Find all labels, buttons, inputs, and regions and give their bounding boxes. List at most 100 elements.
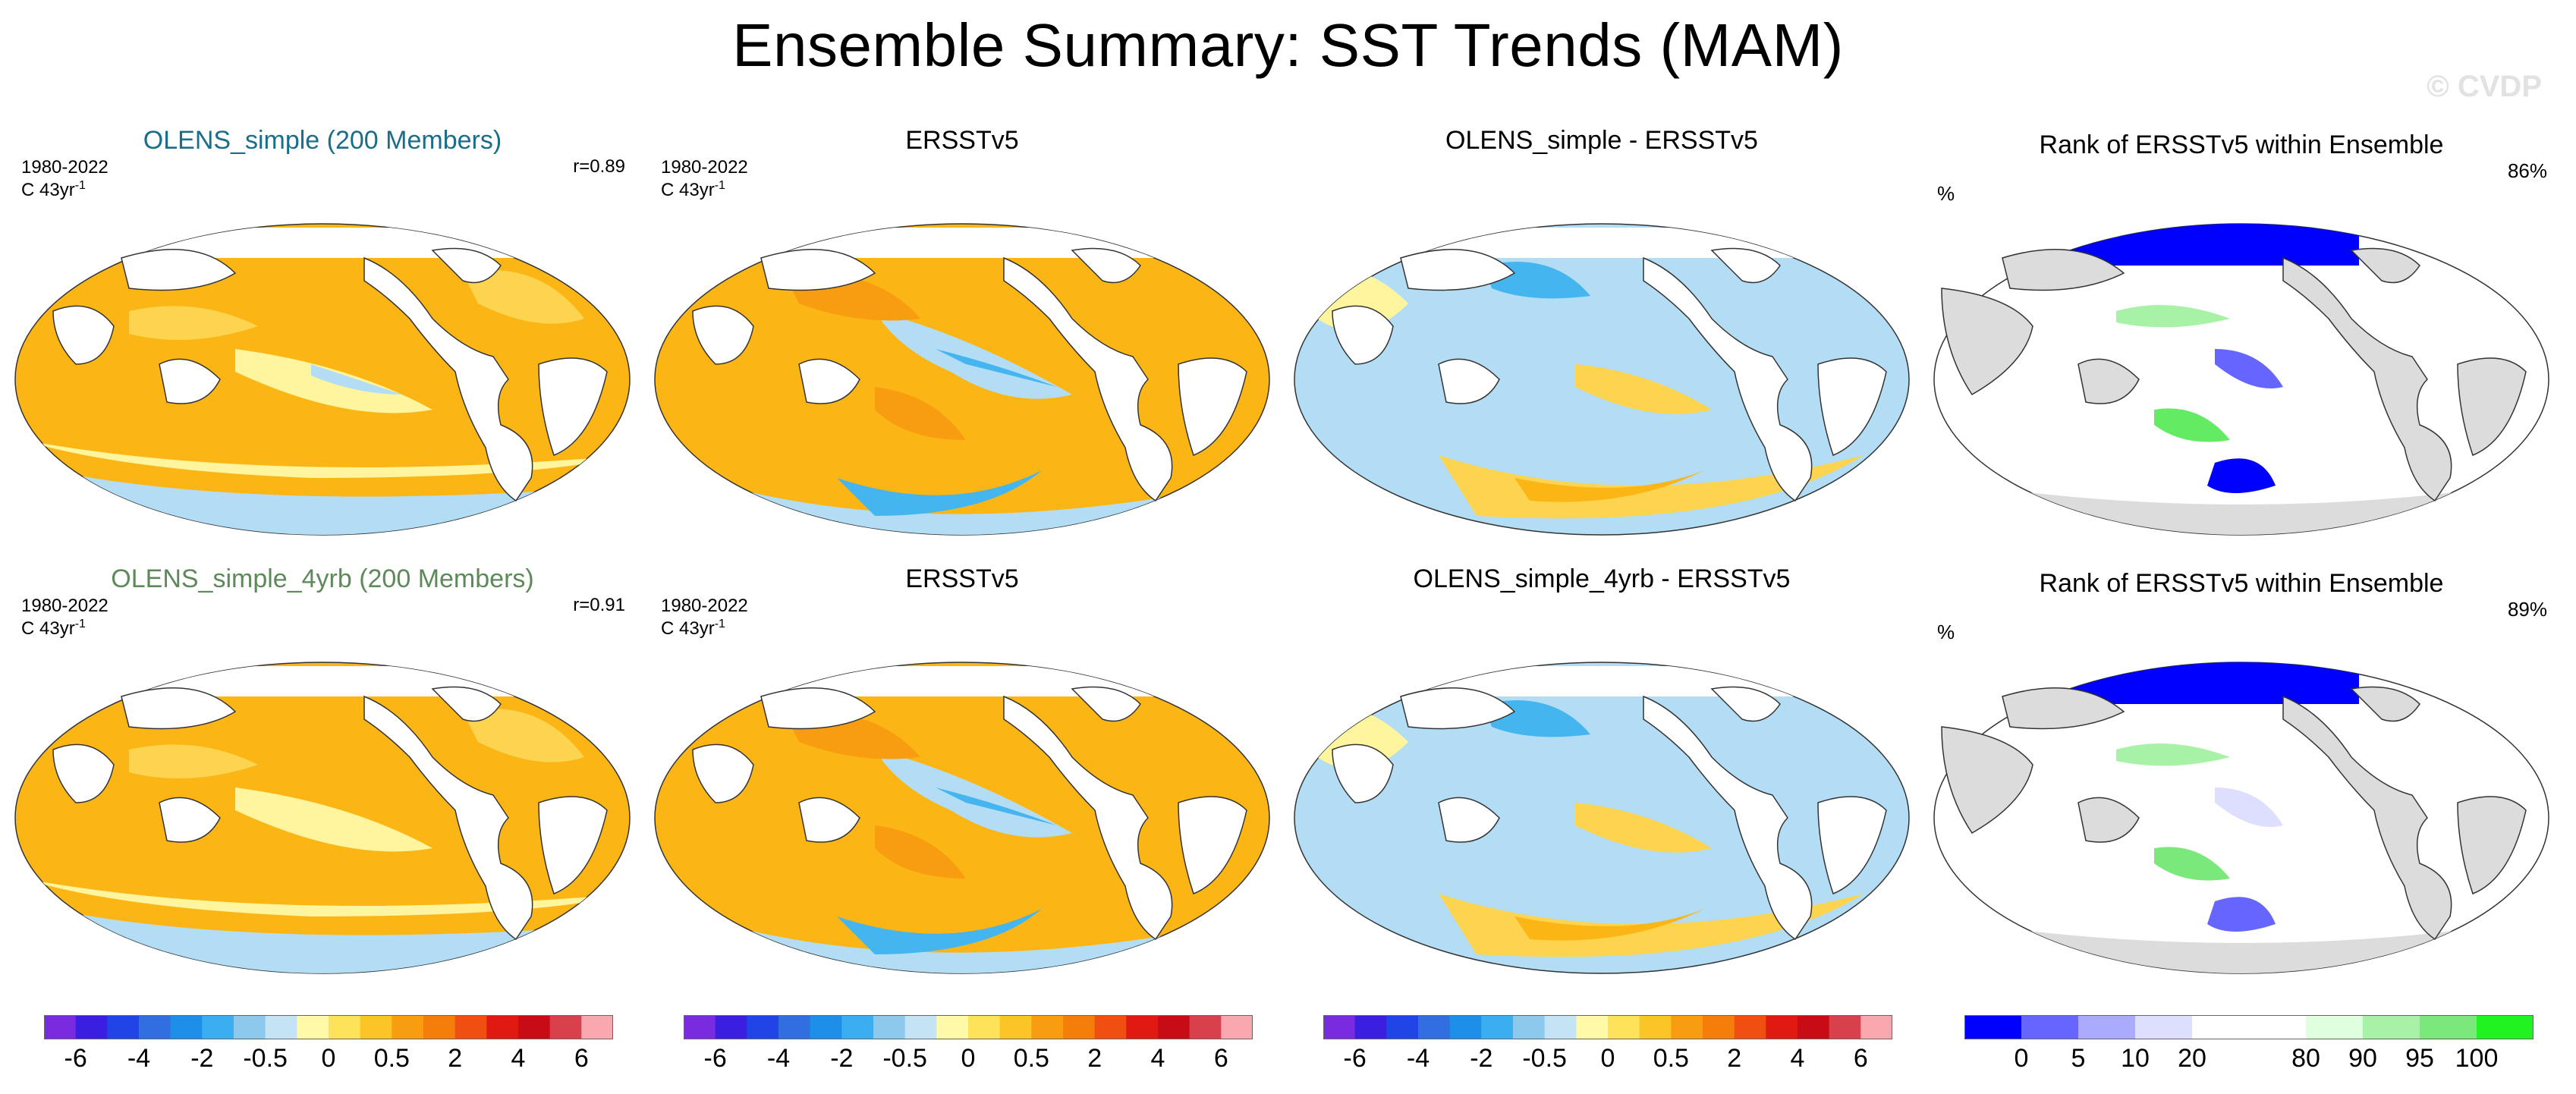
trend-colorbar-swatch — [999, 1015, 1032, 1039]
trend-colorbar-swatch — [1449, 1015, 1482, 1039]
trend-colorbar-swatch — [265, 1015, 297, 1039]
colorbar-trend-svg: -6 -4 -2 -0.5 0 0.5 2 4 6 — [684, 1015, 1253, 1073]
panel-title-obs-row1: ERSSTv5 — [905, 126, 1019, 155]
map-model-row2 — [14, 662, 631, 974]
rank-colorbar-swatch — [2477, 1015, 2534, 1039]
trend-colorbar-swatch — [1481, 1015, 1514, 1039]
period-label: 1980-2022 — [21, 157, 109, 178]
trend-colorbar-swatch — [1513, 1015, 1546, 1039]
trend-colorbar-tick-label: 0 — [322, 1044, 336, 1073]
figure-title: Ensemble Summary: SST Trends (MAM) — [732, 11, 1844, 79]
unit-label: C 43yr-1 — [661, 179, 725, 200]
trend-colorbar-swatch — [1354, 1015, 1387, 1039]
trend-colorbar-swatch — [904, 1015, 937, 1039]
trend-colorbar-swatch — [454, 1015, 487, 1039]
map-obs-row1 — [654, 223, 1270, 536]
trend-colorbar-swatch — [1798, 1015, 1830, 1039]
panel-rank-row2: Rank of ERSSTv5 within Ensemble % 89% — [1926, 560, 2556, 1015]
trend-colorbar-swatch — [1323, 1015, 1356, 1039]
trend-colorbar-swatch — [581, 1015, 613, 1039]
trend-colorbar-swatch — [1544, 1015, 1577, 1039]
trend-colorbar-swatch — [1734, 1015, 1766, 1039]
trend-colorbar-tick-label: -2 — [1470, 1044, 1492, 1073]
trend-colorbar-swatch — [778, 1015, 811, 1039]
trend-colorbar-tick-label: 6 — [1854, 1044, 1868, 1073]
trend-colorbar-swatch — [1639, 1015, 1672, 1039]
period-label: 1980-2022 — [21, 596, 109, 616]
trend-colorbar-swatch — [1221, 1015, 1253, 1039]
panel-title-model-row2: OLENS_simple_4yrb (200 Members) — [111, 564, 534, 593]
panel-diff-row1: OLENS_simple - ERSSTv5 — [1287, 121, 1917, 577]
trend-colorbar-tick-label: 0 — [1601, 1044, 1615, 1073]
panel-title-diff-row2: OLENS_simple_4yrb - ERSSTv5 — [1413, 564, 1791, 593]
rank-colorbar-swatch — [2306, 1015, 2364, 1039]
trend-colorbar-swatch — [423, 1015, 456, 1039]
trend-colorbar-swatch — [234, 1015, 266, 1039]
panel-obs-row1: ERSSTv5 1980-2022 C 43yr-1 — [647, 121, 1277, 577]
map-obs-row2 — [654, 662, 1270, 974]
panel-rank-row1: Rank of ERSSTv5 within Ensemble % 86% — [1926, 121, 2556, 577]
trend-colorbar-tick-label: -6 — [704, 1044, 727, 1073]
trend-colorbar-tick-label: 4 — [1791, 1044, 1805, 1073]
unit-label: C 43yr-1 — [661, 618, 725, 639]
trend-colorbar-tick-label: -0.5 — [1522, 1044, 1567, 1073]
trend-colorbar-tick-label: 0.5 — [374, 1044, 410, 1073]
trend-colorbar-swatch — [1703, 1015, 1735, 1039]
trend-colorbar-swatch — [1576, 1015, 1609, 1039]
panel-title-rank-row2: Rank of ERSSTv5 within Ensemble — [2039, 569, 2444, 598]
pattern-correlation: r=0.89 — [573, 156, 625, 177]
colorbar-rank: 0 5 10 20 80 90 95 100 — [1964, 1015, 2534, 1091]
rank-colorbar-swatch — [2192, 1015, 2250, 1039]
percent-unit-label: % — [1937, 621, 1955, 643]
trend-colorbar-swatch — [841, 1015, 874, 1039]
trend-colorbar-tick-label: -6 — [64, 1044, 87, 1073]
rank-colorbar-tick-label: 0 — [2015, 1044, 2029, 1073]
rank-colorbar-swatch — [2021, 1015, 2079, 1039]
trend-colorbar-tick-label: 6 — [574, 1044, 589, 1073]
trend-colorbar-swatch — [684, 1015, 716, 1039]
trend-colorbar-swatch — [202, 1015, 234, 1039]
rank-colorbar-swatch — [2135, 1015, 2193, 1039]
trend-colorbar-swatch — [1829, 1015, 1861, 1039]
pattern-correlation: r=0.91 — [573, 595, 625, 615]
colorbar-rank-svg: 0 5 10 20 80 90 95 100 — [1964, 1015, 2534, 1073]
trend-colorbar-frame — [684, 1015, 1253, 1039]
trend-colorbar-tick-label: 0.5 — [1653, 1044, 1689, 1073]
trend-colorbar-swatch — [75, 1015, 108, 1039]
panel-obs-row2: ERSSTv5 1980-2022 C 43yr-1 — [647, 560, 1277, 1015]
trend-colorbar-tick-label: -0.5 — [882, 1044, 927, 1073]
map-rank-row1 — [1933, 223, 2549, 536]
trend-colorbar-swatch — [329, 1015, 361, 1039]
trend-colorbar-swatch — [1126, 1015, 1159, 1039]
trend-colorbar-swatch — [1158, 1015, 1190, 1039]
panel-model-row2: OLENS_simple_4yrb (200 Members) 1980-202… — [8, 560, 637, 1015]
trend-colorbar-tick-label: 2 — [1727, 1044, 1741, 1073]
rank-colorbar-tick-label: 10 — [2121, 1044, 2150, 1073]
trend-colorbar-swatch — [1031, 1015, 1064, 1039]
trend-colorbar-swatch — [360, 1015, 392, 1039]
percent-unit-label: % — [1937, 182, 1955, 205]
trend-colorbar-tick-label: -2 — [190, 1044, 213, 1073]
trend-colorbar-tick-label: 0 — [961, 1044, 976, 1073]
trend-colorbar-tick-label: -0.5 — [243, 1044, 288, 1073]
trend-colorbar-swatch — [1094, 1015, 1127, 1039]
colorbar-trend-2: -6 -4 -2 -0.5 0 0.5 2 4 6 — [684, 1015, 1253, 1091]
panel-title-rank-row1: Rank of ERSSTv5 within Ensemble — [2039, 130, 2444, 159]
trend-colorbar-tick-label: -6 — [1344, 1044, 1367, 1073]
trend-colorbar-swatch — [44, 1015, 77, 1039]
cvdp-watermark: © CVDP — [2427, 70, 2542, 103]
trend-colorbar-swatch — [1671, 1015, 1703, 1039]
colorbar-trend-svg: -6 -4 -2 -0.5 0 0.5 2 4 6 — [44, 1015, 613, 1073]
trend-colorbar-swatch — [297, 1015, 329, 1039]
panel-title-diff-row1: OLENS_simple - ERSSTv5 — [1445, 126, 1758, 155]
unit-label: C 43yr-1 — [21, 618, 86, 639]
trend-colorbar-swatch — [747, 1015, 779, 1039]
trend-colorbar-frame — [1323, 1015, 1892, 1039]
trend-colorbar-tick-label: -4 — [1407, 1044, 1430, 1073]
trend-colorbar-tick-label: 6 — [1214, 1044, 1228, 1073]
rank-colorbar-tick-label: 20 — [2178, 1044, 2206, 1073]
trend-colorbar-swatch — [810, 1015, 842, 1039]
trend-colorbar-swatch — [873, 1015, 906, 1039]
rank-colorbar-swatch — [2078, 1015, 2136, 1039]
trend-colorbar-tick-label: 2 — [1087, 1044, 1102, 1073]
